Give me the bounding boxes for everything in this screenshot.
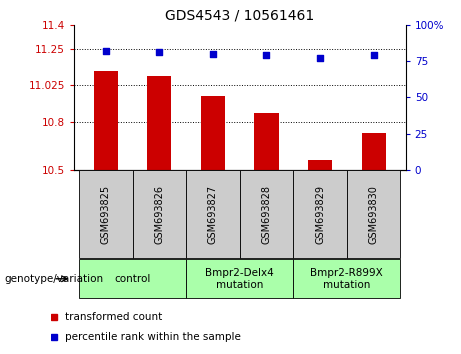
Text: GSM693826: GSM693826 (154, 185, 165, 244)
Text: GSM693828: GSM693828 (261, 185, 272, 244)
Text: Bmpr2-Delx4
mutation: Bmpr2-Delx4 mutation (205, 268, 274, 290)
FancyBboxPatch shape (293, 259, 400, 298)
FancyBboxPatch shape (240, 170, 293, 258)
FancyBboxPatch shape (133, 170, 186, 258)
Bar (361, 132, 385, 170)
Text: GSM693825: GSM693825 (101, 184, 111, 244)
FancyBboxPatch shape (79, 259, 186, 298)
FancyBboxPatch shape (186, 259, 293, 298)
Text: GSM693830: GSM693830 (368, 185, 378, 244)
Point (370, 52, 377, 58)
Bar (308, 160, 332, 170)
Point (102, 48, 110, 54)
Point (209, 51, 217, 57)
FancyBboxPatch shape (347, 170, 400, 258)
FancyBboxPatch shape (293, 170, 347, 258)
Point (316, 55, 324, 61)
Text: percentile rank within the sample: percentile rank within the sample (65, 332, 241, 342)
FancyBboxPatch shape (79, 170, 133, 258)
Bar (148, 76, 171, 170)
Text: Bmpr2-R899X
mutation: Bmpr2-R899X mutation (310, 268, 383, 290)
Title: GDS4543 / 10561461: GDS4543 / 10561461 (165, 8, 314, 22)
FancyBboxPatch shape (186, 170, 240, 258)
Text: GSM693827: GSM693827 (208, 184, 218, 244)
Text: genotype/variation: genotype/variation (5, 274, 104, 284)
Text: transformed count: transformed count (65, 312, 162, 322)
Point (263, 52, 270, 58)
Point (156, 50, 163, 55)
Text: GSM693829: GSM693829 (315, 185, 325, 244)
Bar (201, 96, 225, 170)
Bar (254, 113, 278, 170)
Bar (94, 71, 118, 170)
Text: control: control (114, 274, 151, 284)
